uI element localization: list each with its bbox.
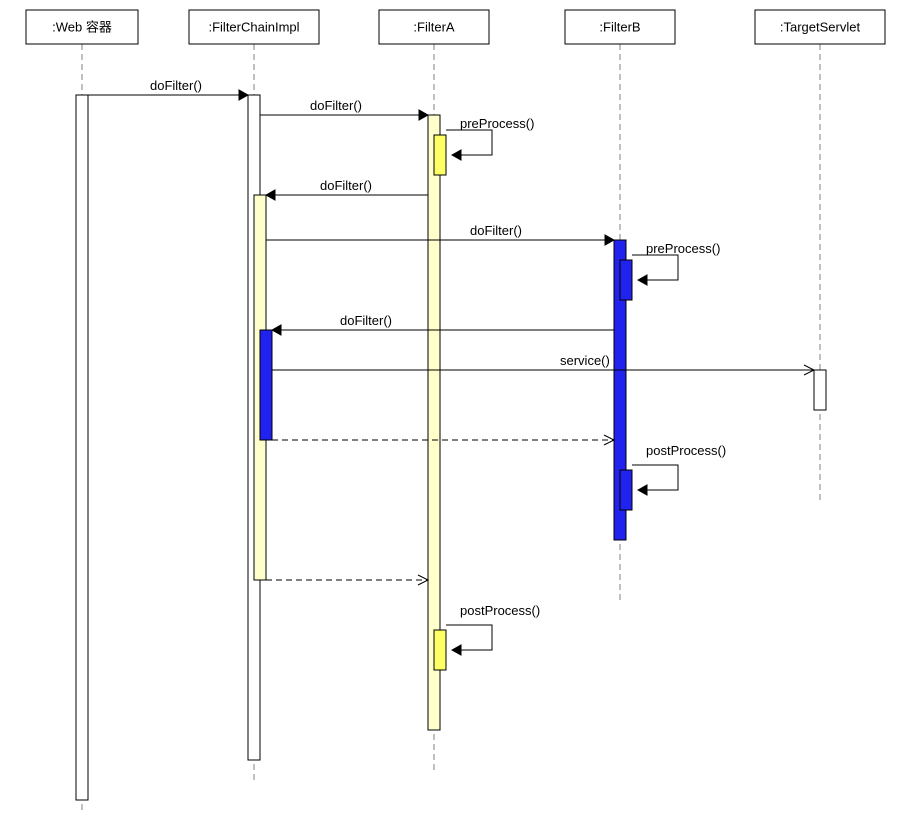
m12 xyxy=(446,625,492,650)
m3-label: preProcess() xyxy=(460,116,534,131)
sequence-diagram: :Web 容器 :FilterChainImpl :FilterA :FilterB:… xyxy=(0,0,914,820)
m3 xyxy=(446,130,492,155)
m7-label: doFilter() xyxy=(340,313,392,328)
m10-label: postProcess() xyxy=(646,443,726,458)
participant-label-filterB: :FilterB xyxy=(599,19,640,34)
act-filterA-3 xyxy=(434,630,446,670)
participant-label-filterA: :FilterA xyxy=(413,19,455,34)
m6-label: preProcess() xyxy=(646,241,720,256)
participant-label-web: :Web 容器 xyxy=(52,19,112,34)
act-servlet-1 xyxy=(814,370,826,410)
m12-label: postProcess() xyxy=(460,603,540,618)
act-filterB-3 xyxy=(620,470,632,510)
m6 xyxy=(632,255,678,280)
m1-label: doFilter() xyxy=(150,78,202,93)
act-chain-3 xyxy=(260,330,272,440)
participant-label-servlet: :TargetServlet xyxy=(780,19,861,34)
participant-label-chain: :FilterChainImpl xyxy=(208,19,299,34)
act-filterB-2 xyxy=(620,260,632,300)
m10 xyxy=(632,465,678,490)
act-filterA-2 xyxy=(434,135,446,175)
m5-label: doFilter() xyxy=(470,223,522,238)
m8-label: service() xyxy=(560,353,610,368)
m2-label: doFilter() xyxy=(310,98,362,113)
m4-label: doFilter() xyxy=(320,178,372,193)
act-web-1 xyxy=(76,95,88,800)
